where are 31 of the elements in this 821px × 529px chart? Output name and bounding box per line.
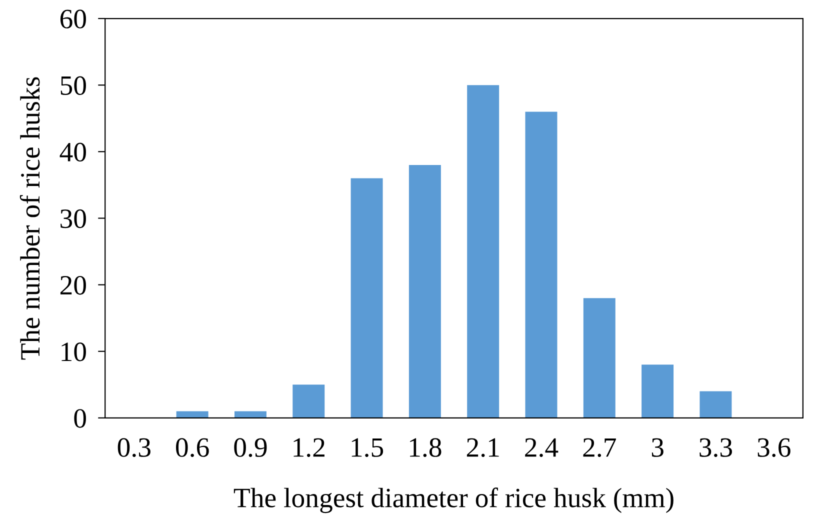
y-tick-label: 30 (60, 209, 86, 228)
bar (467, 85, 500, 418)
bar (700, 391, 732, 418)
x-tick-label: 1.2 (294, 438, 324, 458)
y-tick-label: 60 (60, 10, 86, 28)
x-tick-label: 3.3 (700, 438, 732, 458)
y-tick-label: 50 (60, 76, 86, 95)
x-tick-label: 2.1 (466, 438, 499, 458)
x-tick-label: 0.3 (118, 438, 150, 458)
x-tick-label: 1.8 (410, 438, 442, 458)
bar (234, 411, 266, 418)
bar (408, 164, 441, 418)
x-axis-title: The longest diameter of rice husk (mm) (234, 488, 674, 514)
bar (350, 178, 383, 418)
x-tick-label: 0.9 (234, 438, 267, 458)
bar (583, 298, 616, 418)
x-tick-label: 0.6 (176, 438, 209, 458)
x-tick-label: 3 (652, 438, 664, 457)
x-tick-label: 3.6 (758, 438, 790, 458)
y-tick-label: 10 (62, 342, 86, 362)
y-tick-label: 40 (60, 142, 86, 162)
x-tick-label: 2.4 (525, 438, 558, 458)
bar (525, 112, 558, 418)
x-tick-label: 2.7 (583, 438, 616, 458)
bar (292, 384, 325, 418)
y-tick-label: 0 (74, 409, 86, 428)
bar (176, 411, 208, 418)
bar (642, 364, 674, 418)
y-axis-title: The number of rice husks (20, 77, 40, 360)
y-tick-label: 20 (60, 276, 86, 295)
x-tick-label: 1.5 (352, 438, 384, 458)
